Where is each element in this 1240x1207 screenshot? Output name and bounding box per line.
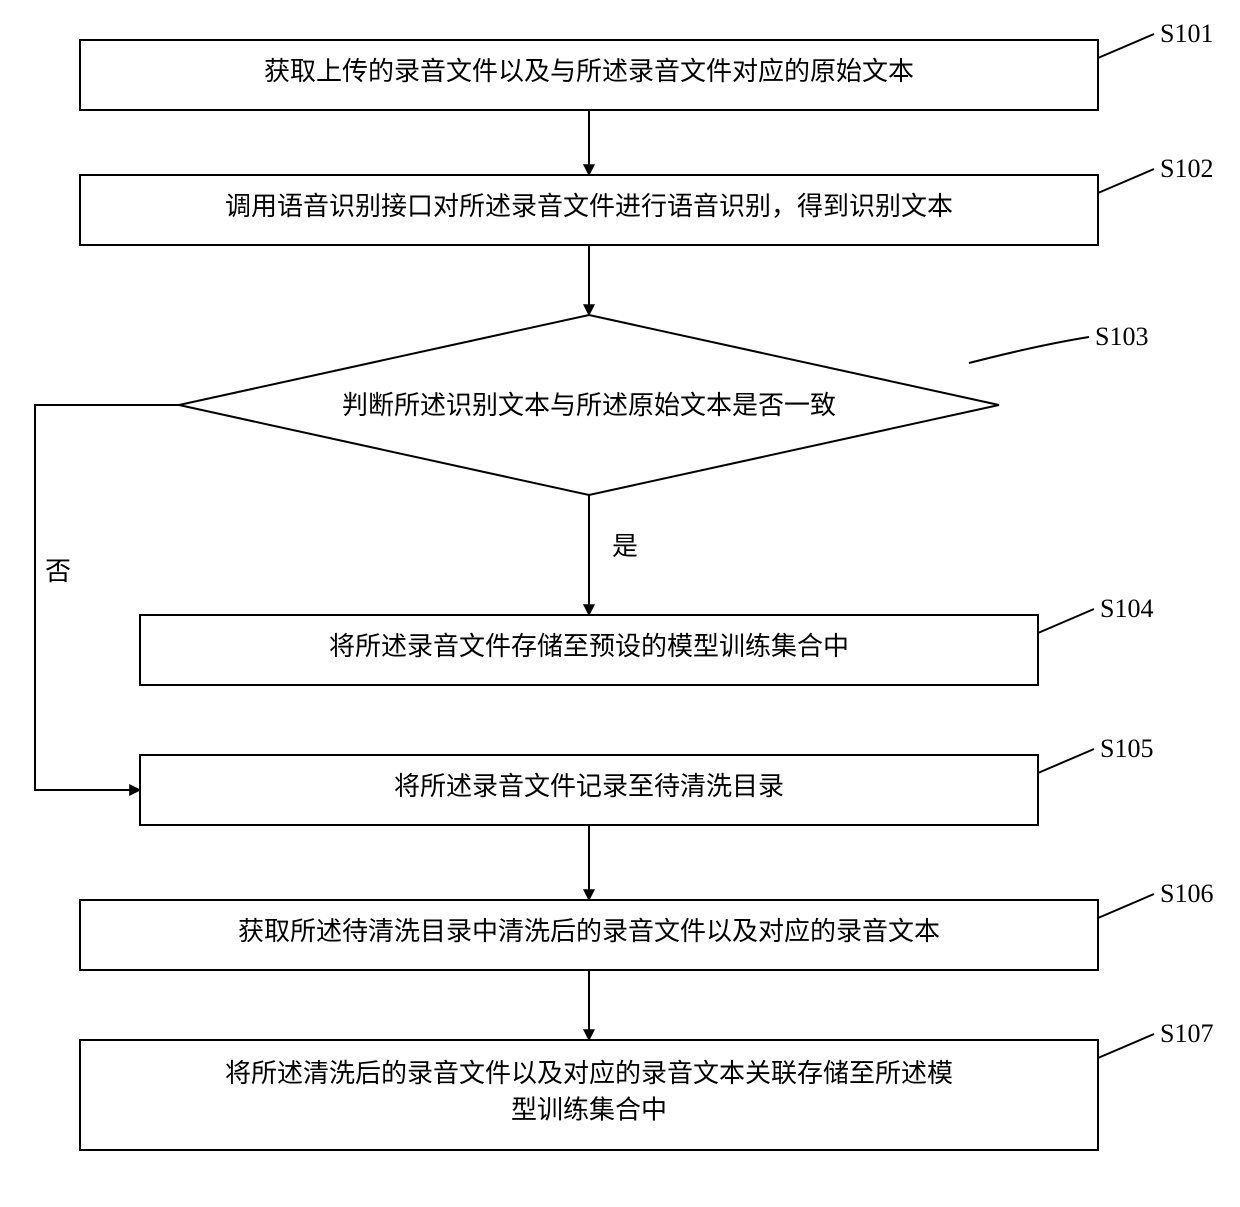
node-s103-text: 判断所述识别文本与所述原始文本是否一致 [342,391,836,420]
tag-s101: S101 [1160,19,1213,48]
node-s101: 获取上传的录音文件以及与所述录音文件对应的原始文本 S101 [80,19,1213,110]
tag-s103: S103 [1095,322,1148,351]
tag-curve-s102 [1098,169,1154,193]
tag-s105: S105 [1100,734,1153,763]
node-s106-text: 获取所述待清洗目录中清洗后的录音文件以及对应的录音文本 [238,917,940,946]
node-s106: 获取所述待清洗目录中清洗后的录音文件以及对应的录音文本 S106 [80,879,1213,970]
tag-s106: S106 [1160,879,1213,908]
edge-label-s103-s105: 否 [45,557,71,586]
tag-s107: S107 [1160,1019,1213,1048]
tag-s104: S104 [1100,594,1153,623]
tag-curve-s106 [1098,894,1154,918]
node-s105-text: 将所述录音文件记录至待清洗目录 [394,772,784,801]
node-s103: 判断所述识别文本与所述原始文本是否一致 S103 [179,315,1148,495]
tag-curve-s103 [969,337,1089,363]
tag-curve-s107 [1098,1034,1154,1058]
node-s107-text: 型训练集合中 [511,1095,667,1124]
edge-s103-s105 [35,405,179,790]
node-s105: 将所述录音文件记录至待清洗目录 S105 [140,734,1153,825]
node-s102: 调用语音识别接口对所述录音文件进行语音识别，得到识别文本 S102 [80,154,1213,245]
edge-label-s103-s104: 是 [612,532,638,561]
node-s107-text: 将所述清洗后的录音文件以及对应的录音文本关联存储至所述模 [225,1059,953,1088]
node-s102-text: 调用语音识别接口对所述录音文件进行语音识别，得到识别文本 [225,192,953,221]
node-s107: 将所述清洗后的录音文件以及对应的录音文本关联存储至所述模型训练集合中 S107 [80,1019,1213,1150]
tag-curve-s105 [1038,749,1094,773]
tag-curve-s104 [1038,609,1094,633]
tag-s102: S102 [1160,154,1213,183]
node-s104-text: 将所述录音文件存储至预设的模型训练集合中 [329,632,849,661]
node-s101-text: 获取上传的录音文件以及与所述录音文件对应的原始文本 [264,57,914,86]
tag-curve-s101 [1098,34,1154,58]
node-s104: 将所述录音文件存储至预设的模型训练集合中 S104 [140,594,1153,685]
